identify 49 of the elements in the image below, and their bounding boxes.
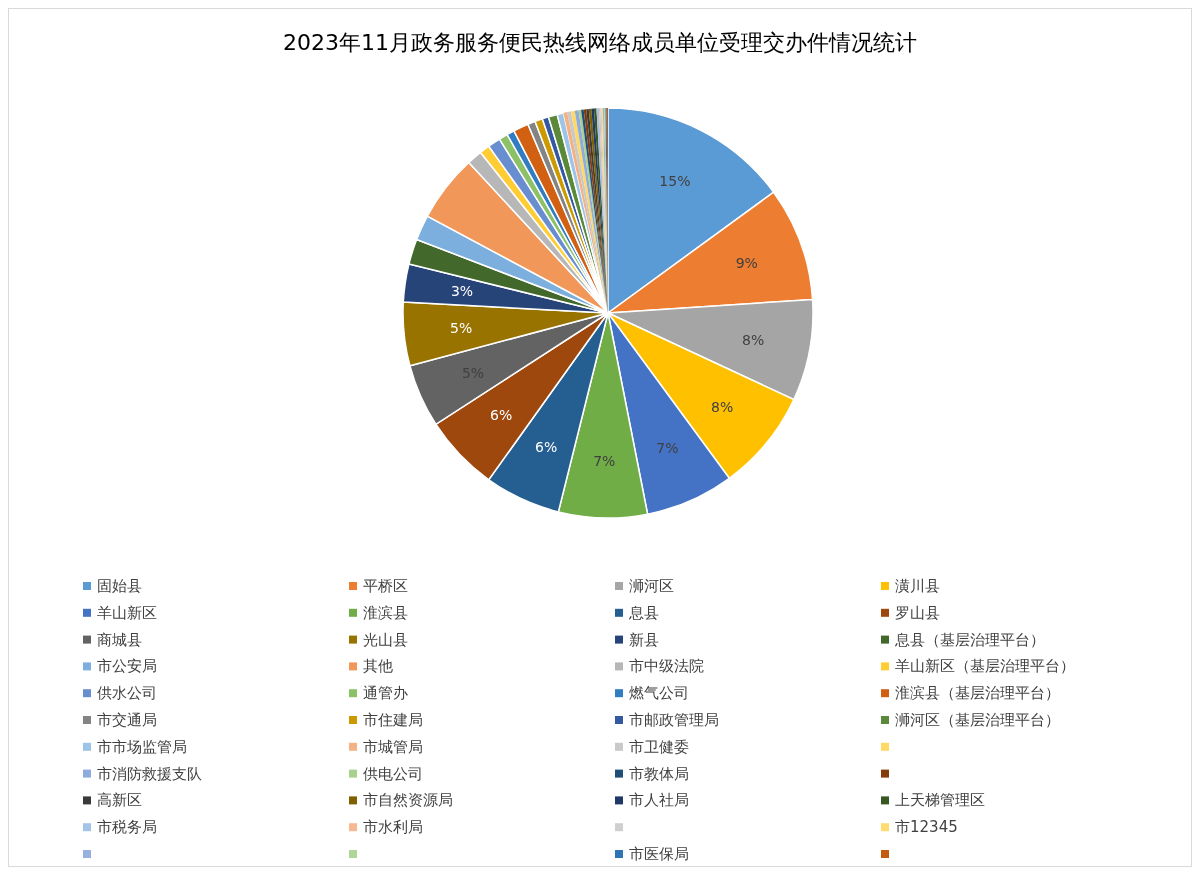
legend-label: 羊山新区（基层治理平台） xyxy=(895,657,1075,676)
legend-label: 罗山县 xyxy=(895,603,940,622)
legend-label: 市自然资源局 xyxy=(363,791,453,810)
legend-label: 燃气公司 xyxy=(629,684,689,703)
data-label: 7% xyxy=(593,452,616,469)
legend-label: 市公安局 xyxy=(97,657,157,676)
legend-label: 供电公司 xyxy=(363,764,423,783)
legend-label: 潢川县 xyxy=(895,577,940,595)
legend-label: 其他 xyxy=(363,657,393,676)
legend-label: 通管办 xyxy=(363,684,408,703)
legend-label: 市12345 xyxy=(895,818,958,837)
legend-label: 光山县 xyxy=(363,630,408,649)
legend-label: 市卫健委 xyxy=(629,737,689,756)
legend-label: 市水利局 xyxy=(363,818,423,837)
legend-label: 新县 xyxy=(629,630,659,649)
legend-label: 市教体局 xyxy=(629,764,689,783)
data-label: 8% xyxy=(711,398,734,415)
legend-label: 固始县 xyxy=(97,577,142,595)
data-label: 15% xyxy=(659,173,691,190)
legend-label: 平桥区 xyxy=(363,577,408,595)
legend-label: 浉河区 xyxy=(629,577,674,595)
data-label: 6% xyxy=(535,439,558,455)
legend-label: 市中级法院 xyxy=(629,657,704,676)
legend-label: 高新区 xyxy=(97,791,142,810)
data-label: 7% xyxy=(656,440,679,457)
legend-label: 市城管局 xyxy=(363,737,423,756)
legend-label: 淮滨县（基层治理平台） xyxy=(895,684,1060,703)
legend-label: 市邮政管理局 xyxy=(629,711,719,729)
legend-label: 淮滨县 xyxy=(363,603,408,622)
data-label: 6% xyxy=(490,406,513,423)
data-label: 8% xyxy=(741,332,765,349)
legend-label: 供水公司 xyxy=(97,684,157,703)
legend-label: 市消防救援支队 xyxy=(97,764,202,783)
legend-label: 市医保局 xyxy=(629,845,689,863)
data-label: 5% xyxy=(450,320,473,337)
legend-label: 市交通局 xyxy=(97,711,157,729)
legend-label: 浉河区（基层治理平台） xyxy=(895,711,1060,729)
legend-label: 商城县 xyxy=(97,630,142,649)
legend-label: 息县 xyxy=(628,603,659,622)
legend-label: 上天梯管理区 xyxy=(895,791,985,810)
legend-label: 羊山新区 xyxy=(97,603,157,622)
legend-label: 息县（基层治理平台） xyxy=(894,630,1045,649)
legend-label: 市市场监管局 xyxy=(97,737,187,756)
legend-label: 市住建局 xyxy=(363,711,423,729)
chart-title: 2023年11月政务服务便民热线网络成员单位受理交办件情况统计 xyxy=(283,30,917,55)
legend-label: 市人社局 xyxy=(629,791,689,810)
legend-label: 市税务局 xyxy=(97,818,157,837)
data-label: 9% xyxy=(735,254,758,271)
data-label: 3% xyxy=(450,283,474,300)
